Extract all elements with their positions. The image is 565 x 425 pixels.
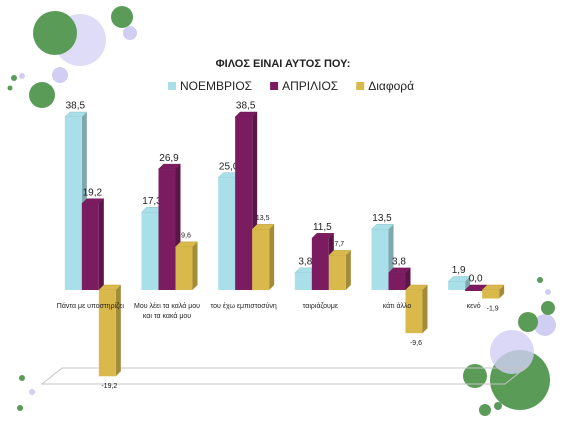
bar [465,290,483,291]
value-label: 38,5 [236,101,256,112]
bar-side [345,250,351,290]
value-label: 19,2 [83,187,103,198]
bar [311,238,329,290]
x-tick-label: κενό [466,303,481,310]
x-tick-label: κάτι άλλο [382,303,412,310]
bar [252,229,270,290]
bar [294,272,312,290]
bar [371,229,389,290]
bar [328,255,346,290]
bar [64,117,82,290]
value-label: 3,8 [298,257,312,268]
bar [141,212,159,290]
value-label: -19,2 [101,383,117,390]
chart-title: ΦΙΛΟΣ ΕΙΝΑΙ ΑΥΤΟΣ ΠΟΥ: [216,58,351,70]
bar [235,117,253,290]
bar [405,290,423,334]
bar [158,169,176,290]
value-label: 1,9 [452,265,466,276]
bar [218,177,236,290]
bar [175,246,193,290]
value-label: 13,5 [256,215,270,222]
value-label: 26,9 [159,153,179,164]
bar-side [269,224,275,290]
bar-side [499,285,505,299]
decoration [7,6,556,416]
legend-label: Διαφορά [368,79,414,93]
x-tick-label: Μου λέει τα καλά μου και τα κακά μου [134,303,200,320]
bar [98,290,116,377]
bar [388,272,406,290]
value-label: 9,6 [181,233,191,240]
x-tick-label: του έχω εμπιστοσύνη [210,303,277,310]
bar [482,290,500,299]
value-label: 11,5 [313,222,332,233]
bar-side [98,198,104,290]
legend-label: ΑΠΡΙΛΙΟΣ [282,79,338,93]
value-label: 3,8 [392,257,406,268]
bar-side [115,285,121,377]
bar [448,281,466,290]
value-label: 0,0 [469,274,483,285]
legend-swatch [356,82,365,90]
legend-swatch [168,82,176,90]
value-label: -1,9 [487,305,499,312]
legend-label: ΝΟΕΜΒΡΙΟΣ [180,79,252,93]
value-label: 38,5 [66,101,86,112]
bar-side [465,276,471,290]
value-label: 25,0 [219,161,239,172]
bar [81,203,99,290]
bar-side [405,267,411,290]
value-label: 13,5 [372,213,392,224]
value-label: -9,6 [410,340,422,347]
bar-side [192,241,198,290]
legend-swatch [270,82,279,90]
bar-side [422,285,428,334]
value-label: 7,7 [334,241,344,248]
x-tick-label: ταιριάζουμε [302,303,338,310]
x-tick-label: Πάντα με υποστηρίζει [56,303,124,310]
value-label: 17,3 [142,196,162,207]
